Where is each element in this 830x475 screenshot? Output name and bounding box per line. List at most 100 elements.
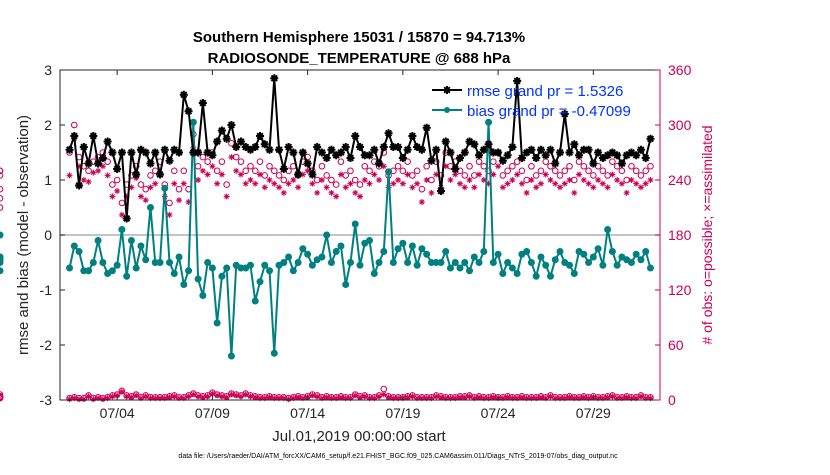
obs_bottom_assimilated-point bbox=[123, 393, 130, 400]
legend-bias-label: bias grand pr = -0.47099 bbox=[467, 103, 631, 120]
bias-point bbox=[508, 264, 516, 272]
obs_bottom_assimilated-point bbox=[328, 395, 335, 402]
rmse-point bbox=[270, 74, 279, 83]
obs_assimilated-point bbox=[214, 180, 221, 187]
obs_assimilated-point bbox=[647, 177, 654, 183]
obs_assimilated-point bbox=[614, 177, 621, 183]
obs_assimilated-point bbox=[237, 171, 244, 178]
bias-point bbox=[199, 292, 207, 299]
obs_assimilated-point bbox=[642, 180, 649, 187]
obs_bottom_assimilated-point bbox=[490, 394, 497, 401]
y-left-tick-label: 2 bbox=[44, 117, 52, 133]
obs_possible-point bbox=[470, 172, 478, 179]
bias-point bbox=[127, 237, 135, 244]
rmse-point bbox=[351, 132, 360, 140]
obs_assimilated-point bbox=[452, 171, 459, 178]
obs_assimilated-point bbox=[209, 163, 216, 170]
bias-point bbox=[94, 237, 102, 244]
obs_bottom_assimilated-point bbox=[157, 395, 163, 402]
obs_assimilated-point bbox=[261, 184, 268, 191]
bias-point bbox=[418, 245, 426, 253]
y-axis-label-right: # of obs: o=possible; ×=assimilated bbox=[699, 125, 715, 344]
bias-point bbox=[142, 256, 150, 264]
rmse-point bbox=[317, 148, 326, 157]
rmse-point bbox=[413, 143, 422, 151]
obs_bottom_assimilated-point bbox=[85, 393, 92, 400]
y-left-tick-label: -1 bbox=[40, 282, 53, 298]
obs_bottom_assimilated-point bbox=[137, 395, 144, 402]
obs_bottom_assimilated-point bbox=[99, 396, 106, 403]
rmse-point bbox=[275, 145, 284, 154]
obs_possible-point bbox=[513, 158, 521, 165]
obs_bottom_assimilated-point bbox=[557, 395, 563, 402]
rmse-point bbox=[389, 143, 398, 151]
rmse-point bbox=[427, 156, 436, 165]
obs_bottom_assimilated-point bbox=[457, 394, 463, 401]
rmse-point bbox=[156, 170, 164, 179]
obs_assimilated-point bbox=[80, 177, 87, 183]
obs_possible-point bbox=[532, 172, 540, 179]
obs_bottom_assimilated-point bbox=[433, 393, 440, 400]
bias-point bbox=[227, 352, 235, 360]
obs_bottom_assimilated-point bbox=[223, 394, 230, 401]
obs_bottom_assimilated-point bbox=[442, 395, 449, 402]
bias-point bbox=[632, 250, 640, 258]
obs_bottom_assimilated-point bbox=[209, 390, 216, 397]
rmse-point bbox=[556, 148, 564, 157]
obs_bottom_assimilated-point bbox=[561, 395, 568, 402]
obs_assimilated-point bbox=[233, 167, 240, 174]
bias-point bbox=[451, 259, 459, 266]
bias-point bbox=[356, 261, 364, 269]
obs_assimilated-point bbox=[299, 171, 306, 178]
obs_assimilated-point bbox=[618, 180, 625, 187]
legend-rmse-label: rmse grand pr = 1.5326 bbox=[467, 83, 623, 100]
obs_assimilated-point bbox=[480, 177, 487, 183]
obs_assimilated-point bbox=[318, 177, 325, 183]
rmse-point bbox=[346, 154, 355, 162]
bias-point bbox=[523, 248, 531, 255]
obs_assimilated-point bbox=[109, 193, 116, 200]
obs_possible-point bbox=[247, 162, 254, 170]
y-right-tick-label: 360 bbox=[668, 62, 692, 78]
rmse-point bbox=[603, 151, 612, 160]
obs_assimilated-point bbox=[204, 171, 211, 178]
obs_bottom_assimilated-point bbox=[637, 393, 644, 400]
obs_bottom_assimilated-point bbox=[547, 393, 554, 400]
obs_assimilated-point bbox=[528, 177, 535, 183]
obs_bottom_assimilated-point bbox=[242, 391, 249, 398]
obs_bottom_assimilated-point bbox=[514, 395, 521, 402]
rmse-point bbox=[370, 145, 379, 154]
obs_possible-point bbox=[485, 167, 492, 175]
obs_possible-point bbox=[361, 162, 369, 170]
obs_possible-point bbox=[113, 176, 121, 184]
obs_bottom_assimilated-point bbox=[104, 395, 111, 402]
obs_assimilated-point bbox=[561, 180, 568, 187]
bias-point bbox=[66, 264, 74, 272]
bias-point bbox=[204, 259, 212, 266]
obs_bottom_assimilated-point bbox=[571, 395, 578, 402]
obs_possible-point bbox=[0, 195, 4, 202]
bias-point bbox=[213, 319, 221, 327]
rmse-point bbox=[122, 214, 131, 223]
obs_assimilated-point bbox=[542, 171, 549, 178]
obs_bottom_assimilated-point bbox=[109, 393, 116, 400]
rmse-point bbox=[127, 148, 136, 157]
obs_assimilated-point bbox=[428, 189, 435, 196]
obs_possible-point bbox=[504, 167, 511, 175]
rmse-point bbox=[213, 137, 222, 146]
rmse-point bbox=[160, 145, 169, 154]
rmse-point bbox=[327, 145, 336, 154]
rmse-point bbox=[151, 148, 160, 157]
obs_assimilated-point bbox=[342, 184, 349, 191]
obs_assimilated-point bbox=[285, 180, 292, 187]
obs_possible-point bbox=[518, 167, 526, 175]
rmse-point bbox=[194, 148, 203, 157]
obs_assimilated-point bbox=[85, 178, 92, 185]
obs_possible-point bbox=[328, 176, 335, 184]
bias-point bbox=[266, 267, 274, 275]
rmse-point bbox=[227, 121, 236, 129]
obs_possible-point bbox=[109, 181, 116, 188]
bias-point bbox=[627, 259, 635, 266]
bias-point bbox=[161, 184, 169, 192]
